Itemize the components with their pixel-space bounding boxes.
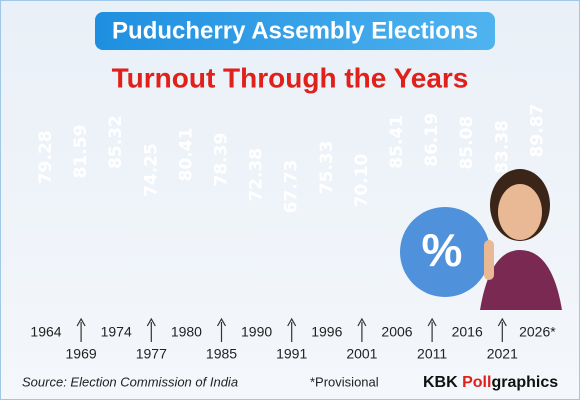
x-tick-label: 1996	[311, 324, 342, 340]
value-label: 74.25	[141, 143, 161, 197]
value-label: 79.28	[36, 130, 56, 184]
footnote: *Provisional	[310, 374, 379, 389]
value-label: 75.33	[317, 140, 337, 194]
x-tick-label: 2011	[417, 346, 447, 362]
x-tick-label: 1964	[30, 324, 61, 340]
chart-title: Turnout Through the Years	[112, 62, 469, 93]
value-label: 72.38	[247, 148, 267, 202]
x-tick-label: 1990	[241, 324, 272, 340]
value-label: 86.19	[422, 113, 442, 167]
x-tick-label: 2001	[346, 346, 377, 362]
x-tick-label: 2006	[381, 324, 412, 340]
value-label: 81.59	[71, 125, 91, 179]
value-label: 80.41	[176, 128, 196, 182]
badge: %	[422, 224, 463, 276]
x-tick-label: 1991	[276, 346, 307, 362]
x-tick-label: 1977	[136, 346, 167, 362]
x-tick-label: 1985	[206, 346, 237, 362]
x-tick-label: 1974	[101, 324, 132, 340]
brand-part: KBK	[423, 374, 462, 391]
value-label: 83.38	[492, 120, 512, 174]
x-tick-label: 1980	[171, 324, 202, 340]
x-tick-label: 1969	[66, 346, 97, 362]
value-label: 89.87	[527, 104, 547, 158]
header: Puducherry Assembly Elections	[112, 17, 478, 44]
source: Source: Election Commission of India	[22, 374, 238, 389]
value-label: 85.32	[106, 115, 126, 169]
chart: Puducherry Assembly Elections Turnout Th…	[0, 0, 580, 400]
x-tick-label: 2021	[487, 346, 518, 362]
brand-part: Poll	[462, 374, 491, 391]
brand: KBK Pollgraphics	[423, 374, 558, 391]
value-label: 70.10	[352, 153, 372, 207]
x-tick-label: 2026*	[519, 324, 556, 340]
value-label: 85.08	[457, 116, 477, 170]
value-label: 67.73	[282, 160, 302, 214]
value-label: 85.41	[387, 115, 407, 169]
value-label: 78.39	[212, 133, 232, 187]
x-tick-label: 2016	[452, 324, 483, 340]
brand-part: graphics	[491, 374, 558, 391]
